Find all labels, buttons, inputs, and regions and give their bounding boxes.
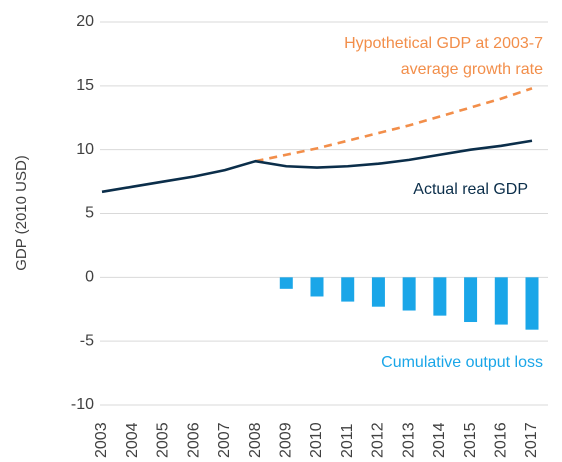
- x-tick-label: 2004: [124, 422, 141, 458]
- bar: [371, 277, 385, 307]
- line: [101, 139, 533, 194]
- x-tick-label: 2006: [185, 422, 202, 458]
- x-tick-label: 2008: [247, 422, 264, 458]
- bar: [464, 277, 478, 323]
- annotation: average growth rate: [401, 61, 543, 78]
- x-tick-label: 2010: [308, 422, 325, 458]
- x-tick-label: 2017: [523, 422, 540, 458]
- x-tick-label: 2016: [493, 422, 510, 458]
- y-tick-label: 20: [76, 13, 94, 30]
- bar: [402, 277, 416, 311]
- y-tick-label: 5: [85, 205, 94, 222]
- x-tick-label: 2009: [278, 422, 295, 458]
- bar: [279, 277, 293, 289]
- x-tick-label: 2014: [431, 422, 448, 458]
- x-tick-label: 2013: [400, 422, 417, 458]
- y-tick-label: -10: [71, 396, 94, 413]
- annotation: Hypothetical GDP at 2003-7: [344, 35, 543, 52]
- bar: [433, 277, 447, 316]
- y-axis-label: GDP (2010 USD): [13, 155, 30, 271]
- x-tick-label: 2012: [370, 422, 387, 458]
- y-tick-label: -5: [80, 332, 94, 349]
- annotation: Cumulative output loss: [381, 354, 543, 371]
- x-tick-label: 2005: [155, 422, 172, 458]
- x-tick-label: 2015: [462, 422, 479, 458]
- x-tick-label: 2011: [339, 423, 356, 458]
- annotation: Actual real GDP: [413, 181, 528, 198]
- bar: [310, 277, 324, 297]
- y-tick-label: 10: [76, 141, 94, 158]
- bar: [494, 277, 508, 325]
- x-tick-label: 2007: [216, 422, 233, 458]
- y-tick-label: 15: [76, 77, 94, 94]
- x-tick-label: 2003: [93, 422, 110, 458]
- line: [255, 87, 533, 163]
- bar: [525, 277, 539, 330]
- bar: [341, 277, 355, 302]
- y-tick-label: 0: [85, 269, 94, 286]
